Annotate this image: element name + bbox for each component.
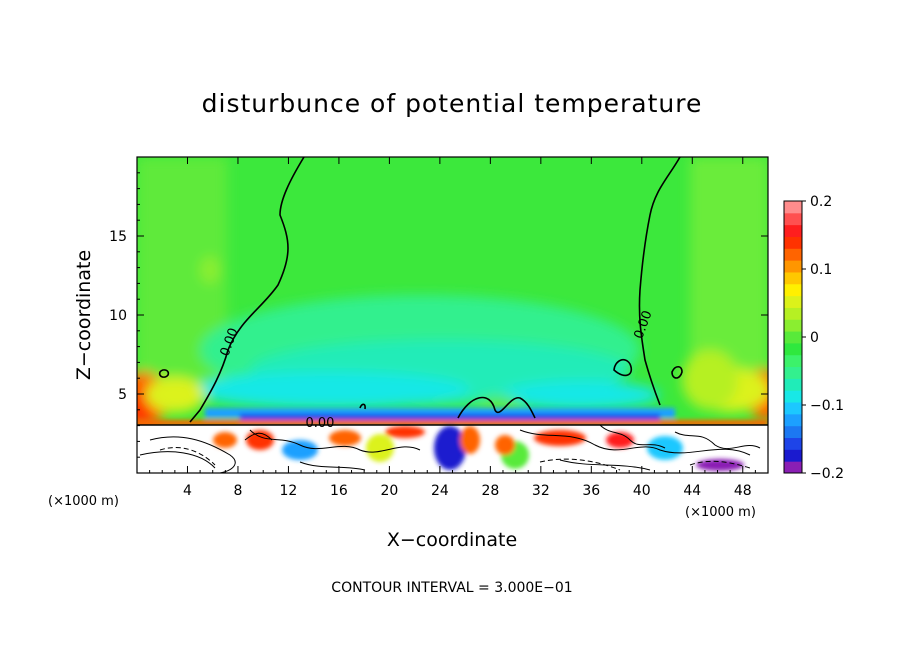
y-tick-label: 5	[118, 387, 127, 403]
colorbar-swatch	[784, 260, 802, 273]
colorbar-swatch	[784, 201, 802, 214]
colorbar-swatch	[784, 461, 802, 474]
colorbar-swatch	[784, 437, 802, 450]
colorbar-swatch	[784, 283, 802, 297]
x-tick-label: 28	[481, 483, 499, 499]
x-tick-label: 12	[280, 483, 298, 499]
colorbar-swatch	[784, 248, 802, 261]
colorbar-swatch	[784, 378, 802, 391]
x-tick-label: 40	[633, 483, 651, 499]
colorbar-swatch	[784, 390, 802, 403]
x-tick-label: 32	[532, 483, 550, 499]
y-tick-label: 10	[109, 308, 127, 324]
colorbar-swatch	[784, 212, 802, 226]
colorbar-swatch	[784, 307, 802, 320]
colorbar-swatch	[784, 449, 802, 462]
colorbar-ticks: 0.2 0.1 0 −0.1 −0.2	[802, 194, 844, 482]
colorbar-tick-label: 0.2	[810, 194, 832, 210]
colorbar-swatch	[784, 236, 802, 249]
colorbar-tick-label: 0.1	[810, 262, 832, 278]
colorbar-swatch	[784, 224, 802, 237]
potential-temperature-field	[137, 157, 768, 473]
x-tick-label: 20	[380, 483, 398, 499]
x-tick-label: 4	[183, 483, 192, 499]
x-tick-label: 48	[734, 483, 752, 499]
colorbar-swatch	[784, 413, 802, 427]
colorbar-swatch	[784, 342, 802, 356]
y-tick-label: 15	[109, 229, 127, 245]
chart-title: disturbunce of potential temperature	[202, 89, 703, 118]
colorbar-swatch	[784, 319, 802, 332]
colorbar-swatch	[784, 331, 802, 344]
y-axis-ticks: 5 10 15	[109, 172, 768, 458]
colorbar-tick-label: −0.1	[810, 398, 844, 414]
colorbar-swatch	[784, 295, 802, 308]
colorbar-tick-label: 0	[810, 330, 819, 346]
colorbar-tick-label: −0.2	[810, 466, 844, 482]
colorbar	[783, 200, 803, 474]
colorbar-swatch	[784, 425, 802, 439]
contour-interval-text: CONTOUR INTERVAL = 3.000E−01	[331, 580, 572, 596]
x-tick-label: 8	[233, 483, 242, 499]
x-unit-left: (×1000 m)	[48, 494, 119, 509]
x-tick-label: 36	[582, 483, 600, 499]
x-tick-label: 44	[683, 483, 701, 499]
x-axis-ticks: 4 8 12 16 20 24 28 32 36 40 44 48	[149, 157, 756, 499]
colorbar-swatch	[784, 271, 802, 285]
x-tick-label: 16	[330, 483, 348, 499]
y-axis-label: Z−coordinate	[73, 250, 95, 380]
contour-label: 0.00	[306, 416, 335, 431]
colorbar-swatch	[784, 402, 802, 415]
x-unit-right: (×1000 m)	[685, 505, 756, 520]
colorbar-swatch	[784, 354, 802, 368]
x-axis-label: X−coordinate	[387, 529, 517, 551]
colorbar-swatch	[784, 366, 802, 379]
x-tick-label: 24	[431, 483, 449, 499]
